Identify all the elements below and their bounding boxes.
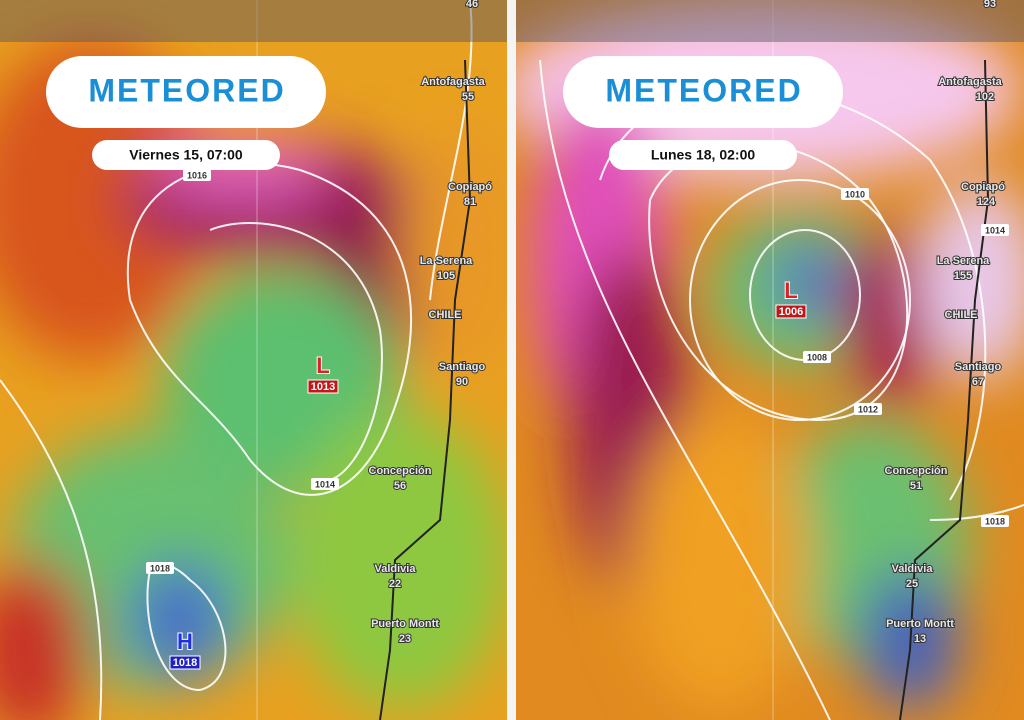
city-value: 23: [399, 633, 411, 645]
city-value: 22: [389, 578, 401, 590]
isobar-label: 1008: [807, 352, 827, 362]
logo: METEORED: [605, 72, 802, 108]
pressure-value: 1006: [779, 306, 803, 318]
city-name: La Serena: [420, 255, 473, 267]
isobar-label: 1018: [985, 516, 1005, 526]
isobar-label-box: [981, 224, 1009, 236]
pressure-box: [307, 379, 339, 394]
city-name: CHILE: [945, 309, 978, 321]
isobar-label-box: [183, 169, 211, 181]
city-name: Copiapó: [961, 181, 1005, 193]
divider: [507, 0, 516, 720]
pressure-letter: L: [784, 278, 797, 303]
isobar-label: 1012: [858, 404, 878, 414]
city-value: 55: [462, 91, 474, 103]
logo-box: [46, 56, 326, 128]
city-value: 67: [972, 376, 984, 388]
isobar-label: 1010: [845, 189, 865, 199]
city-name: Concepción: [885, 465, 948, 477]
right-panel: [516, 0, 1024, 720]
city-name: Santiago: [439, 361, 486, 373]
pressure-letter: H: [177, 629, 193, 654]
city-value: 25: [906, 578, 918, 590]
city-name: La Serena: [937, 255, 990, 267]
logo-box: [563, 56, 843, 128]
city-name: Puerto Montt: [886, 618, 954, 630]
top-value: 46: [466, 0, 478, 10]
top-value: 93: [984, 0, 996, 10]
city-value: 102: [976, 91, 994, 103]
isobar-label-box: [146, 562, 174, 574]
city-value: 105: [437, 270, 455, 282]
city-value: 13: [914, 633, 926, 645]
city-name: CHILE: [429, 309, 462, 321]
isobar-label-box: [854, 403, 882, 415]
city-name: Puerto Montt: [371, 618, 439, 630]
isobar-label: 1018: [150, 563, 170, 573]
isobar-label: 1016: [187, 170, 207, 180]
isobar-label-box: [311, 478, 339, 490]
city-name: Antofagasta: [938, 76, 1002, 88]
city-value: 56: [394, 480, 406, 492]
city-value: 51: [910, 480, 922, 492]
time-label: Viernes 15, 07:00: [129, 147, 243, 163]
city-name: Valdivia: [892, 563, 934, 575]
pressure-letter: L: [316, 353, 329, 378]
isobar-label-box: [841, 188, 869, 200]
city-value: 90: [456, 376, 468, 388]
city-name: Valdivia: [375, 563, 417, 575]
time-label: Lunes 18, 02:00: [651, 147, 755, 163]
pressure-box: [775, 304, 807, 319]
isobar-label: 1014: [985, 225, 1005, 235]
logo: METEORED: [88, 72, 285, 108]
isobar-label-box: [981, 515, 1009, 527]
pressure-value: 1018: [173, 657, 197, 669]
pressure-value: 1013: [311, 381, 335, 393]
isobar-label-box: [803, 351, 831, 363]
city-value: 155: [954, 270, 972, 282]
city-name: Antofagasta: [421, 76, 485, 88]
time-box: [92, 140, 280, 170]
isobar-label: 1014: [315, 479, 335, 489]
time-box: [609, 140, 797, 170]
city-name: Copiapó: [448, 181, 492, 193]
city-value: 81: [464, 196, 476, 208]
city-value: 124: [977, 196, 996, 208]
pressure-box: [169, 655, 201, 670]
city-name: Santiago: [955, 361, 1002, 373]
city-name: Concepción: [369, 465, 432, 477]
